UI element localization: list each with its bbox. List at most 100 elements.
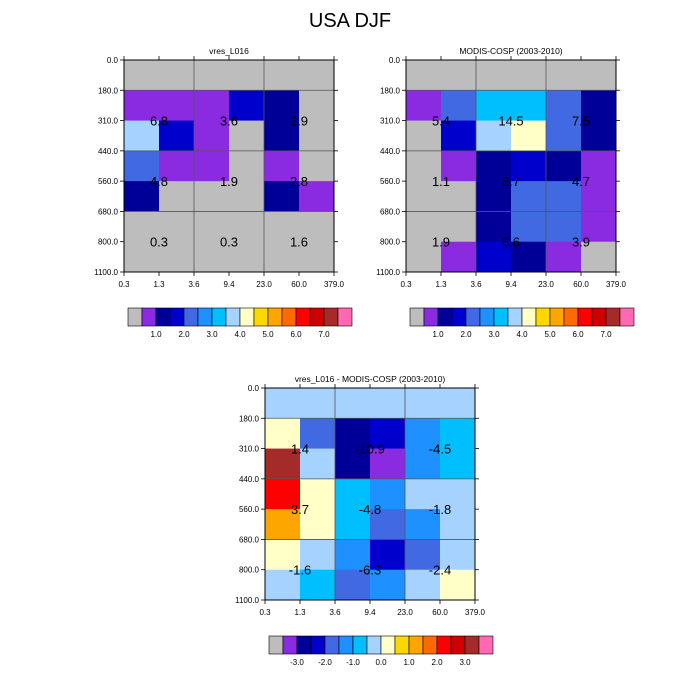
heatmap-cell (194, 60, 230, 91)
cell-value-label: 8.7 (502, 174, 520, 189)
y-tick-label: 680.0 (239, 535, 260, 544)
colorbar-label: 1.0 (432, 330, 444, 339)
colorbar-label: 7.0 (318, 330, 330, 339)
colorbar-swatch (268, 635, 284, 655)
x-tick-label: 379.0 (606, 280, 627, 289)
cell-value-label: 2.9 (290, 114, 308, 129)
y-tick-label: 800.0 (98, 238, 119, 247)
heatmap-cell (194, 120, 230, 152)
x-tick-label: 23.0 (256, 280, 272, 289)
heatmap-cell (335, 388, 371, 419)
heatmap-cell (581, 60, 617, 91)
panel-difference: vres_L016 - MODIS-COSP (2003-2010) 1.4 -10… (235, 374, 494, 667)
colorbar-swatch (465, 307, 481, 327)
colorbar-swatch (423, 307, 439, 327)
x-tick-label: 379.0 (324, 280, 345, 289)
colorbar-swatch (521, 307, 537, 327)
heatmap-cell (229, 241, 265, 273)
cell-value-label: 1.9 (220, 174, 238, 189)
colorbar-label: 3.0 (206, 330, 218, 339)
colorbar-swatch (296, 635, 312, 655)
x-tick-label: 1.3 (435, 280, 447, 289)
heatmap-cell (405, 388, 441, 419)
heatmap-cell (405, 418, 441, 450)
heatmap-cell (581, 211, 617, 243)
heatmap-cell (546, 241, 582, 273)
heatmap-cell (159, 60, 195, 91)
heatmap-cell (229, 120, 265, 152)
x-tick-label: 0.3 (259, 608, 271, 617)
colorbar-swatch (211, 307, 227, 327)
colorbar-label: 6.0 (290, 330, 302, 339)
heatmap-cell (370, 539, 406, 571)
colorbar-swatch (323, 307, 339, 327)
colorbar-swatch (281, 307, 297, 327)
panel-observation: MODIS-COSP (2003-2010) 5.4 14.5 7.5 1.1 8.7 4.… (376, 46, 635, 339)
heatmap-cell (300, 388, 336, 419)
heatmap-cell (300, 539, 336, 571)
y-tick-label: 1100.0 (94, 268, 118, 277)
y-tick-label: 0.0 (389, 56, 401, 65)
heatmap-cell (265, 509, 301, 540)
heatmap-cell (546, 90, 582, 122)
heatmap-cell (370, 478, 406, 510)
heatmap-cell (194, 150, 230, 182)
y-tick-label: 180.0 (380, 86, 401, 95)
colorbar-swatch (408, 635, 424, 655)
colorbar-label: 3.0 (459, 658, 471, 667)
colorbar-swatch (605, 307, 621, 327)
colorbar-swatch (155, 307, 171, 327)
heatmap-cell (440, 418, 476, 450)
heatmap-cell (441, 181, 477, 212)
heatmap-cell (264, 60, 300, 91)
heatmap-cell (511, 211, 547, 243)
x-tick-label: 0.3 (118, 280, 130, 289)
heatmap-cell (511, 60, 547, 91)
colorbar-swatch (437, 307, 453, 327)
y-tick-label: 310.0 (239, 445, 260, 454)
heatmap-cell (194, 211, 230, 243)
heatmap-cell (406, 150, 442, 182)
heatmap-cell (440, 539, 476, 571)
cell-value-label: 0.3 (220, 235, 238, 250)
heatmap-cell (370, 448, 406, 480)
heatmap-cell (299, 241, 335, 273)
x-tick-label: 60.0 (291, 280, 307, 289)
heatmap-cell (124, 120, 160, 152)
heatmap-cell (300, 448, 336, 480)
colorbar-swatch (309, 307, 325, 327)
heatmap-cell (406, 60, 442, 91)
colorbar-label: 5.0 (544, 330, 556, 339)
heatmap-cell (335, 448, 371, 480)
panel-title: vres_L016 (209, 46, 249, 56)
colorbar-swatch (563, 307, 579, 327)
heatmap-cell (440, 569, 476, 601)
y-tick-label: 0.0 (248, 384, 260, 393)
heatmap-cell (265, 418, 301, 450)
heatmap-cell (159, 90, 195, 122)
colorbar-label: 1.0 (150, 330, 162, 339)
heatmap-cell (581, 241, 617, 273)
heatmap-cell (406, 211, 442, 243)
colorbar-swatch (352, 635, 368, 655)
colorbar-label: 5.0 (262, 330, 274, 339)
heatmap-cell (511, 150, 547, 182)
y-tick-label: 310.0 (98, 117, 119, 126)
colorbar-label: 1.0 (403, 658, 415, 667)
heatmap-cell (476, 60, 512, 91)
heatmap-cell (299, 150, 335, 182)
y-tick-label: 680.0 (380, 207, 401, 216)
heatmap-cell (299, 211, 335, 243)
heatmap-cell (476, 120, 512, 152)
heatmap-cell (300, 478, 336, 510)
heatmap-cell (229, 211, 265, 243)
colorbar-swatch (577, 307, 593, 327)
colorbar-swatch (493, 307, 509, 327)
heatmap-cell (264, 211, 300, 243)
heatmap-cell (299, 90, 335, 122)
heatmap-cell (265, 448, 301, 480)
colorbar-swatch (324, 635, 340, 655)
heatmap-cell (405, 478, 441, 510)
cell-value-label: 1.9 (432, 235, 450, 250)
colorbar-label: 7.0 (600, 330, 612, 339)
